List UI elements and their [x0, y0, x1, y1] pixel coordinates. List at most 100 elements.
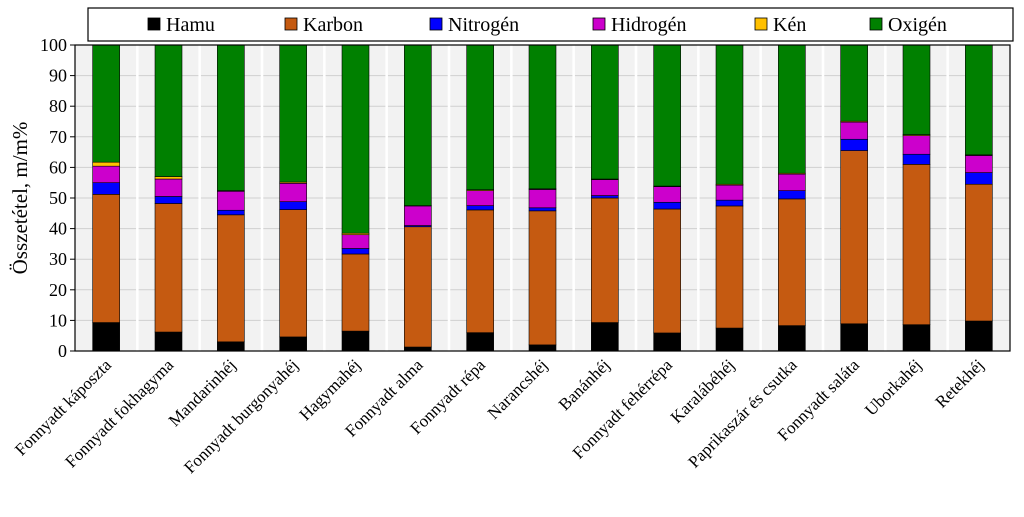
bar-segment	[654, 202, 681, 209]
bar-segment	[965, 155, 992, 172]
bar-stack	[342, 45, 369, 351]
bar-stack	[778, 45, 805, 351]
bar-segment	[654, 333, 681, 351]
legend-label: Oxigén	[888, 14, 947, 36]
bar-stack	[529, 45, 556, 351]
bar-segment	[342, 235, 369, 249]
y-tick-label: 70	[49, 127, 67, 147]
bar-segment	[93, 166, 120, 183]
bar-segment	[342, 331, 369, 351]
bar-segment	[716, 200, 743, 206]
bar-stack	[654, 45, 681, 351]
bar-stack	[716, 45, 743, 351]
bar-segment	[529, 208, 556, 211]
bar-segment	[93, 183, 120, 195]
bar-segment	[903, 45, 930, 135]
bar-segment	[716, 45, 743, 184]
bar-segment	[529, 211, 556, 345]
y-tick-label: 100	[40, 35, 67, 55]
bar-segment	[217, 191, 244, 210]
bar-segment	[778, 191, 805, 199]
bar-segment	[342, 45, 369, 233]
y-axis-label: Összetétel, m/m%	[8, 122, 32, 275]
bar-segment	[155, 204, 182, 333]
bar-segment	[404, 206, 431, 226]
y-tick-label: 30	[49, 249, 67, 269]
bar-segment	[841, 122, 868, 139]
bar-segment	[280, 202, 307, 210]
y-tick-label: 0	[58, 341, 67, 361]
bar-segment	[467, 210, 494, 333]
bar-segment	[93, 194, 120, 322]
y-tick-label: 50	[49, 188, 67, 208]
bar-segment	[155, 45, 182, 177]
bar-stack	[280, 45, 307, 351]
bar-segment	[155, 332, 182, 351]
bar-segment	[591, 180, 618, 196]
bar-stack	[467, 45, 494, 351]
y-tick-label: 80	[49, 96, 67, 116]
bar-segment	[280, 183, 307, 201]
bar-segment	[591, 196, 618, 198]
bar-segment	[654, 209, 681, 333]
bar-segment	[903, 136, 930, 155]
bar-stack	[965, 45, 992, 351]
bar-stack	[155, 45, 182, 351]
y-tick-label: 90	[49, 66, 67, 86]
y-tick-label: 60	[49, 157, 67, 177]
bar-segment	[155, 196, 182, 203]
bar-segment	[217, 210, 244, 215]
bar-segment	[467, 191, 494, 206]
bar-segment	[93, 162, 120, 166]
bar-segment	[280, 337, 307, 351]
x-tick-label: Fonnyadt burgonyahéj	[180, 355, 302, 477]
bar-stack	[591, 45, 618, 351]
y-tick-label: 10	[49, 310, 67, 330]
bar-segment	[529, 189, 556, 207]
bar-segment	[280, 210, 307, 337]
bar-stack	[404, 45, 431, 351]
bar-segment	[529, 45, 556, 189]
legend-label: Nitrogén	[448, 14, 519, 36]
bar-segment	[716, 206, 743, 328]
bar-segment	[591, 45, 618, 179]
bar-segment	[965, 321, 992, 351]
legend-label: Hidrogén	[611, 14, 687, 36]
bar-segment	[716, 185, 743, 200]
legend-swatch	[593, 18, 605, 30]
bar-segment	[965, 45, 992, 155]
bar-segment	[591, 323, 618, 351]
bar-segment	[716, 328, 743, 351]
bar-segment	[93, 323, 120, 351]
y-tick-label: 40	[49, 219, 67, 239]
bar-segment	[155, 177, 182, 179]
x-tick-label: Paprikaszár és csutka	[684, 355, 801, 472]
bar-segment	[404, 45, 431, 206]
bar-segment	[778, 174, 805, 191]
bar-segment	[591, 198, 618, 323]
legend-swatch	[285, 18, 297, 30]
bar-segment	[467, 45, 494, 190]
bar-segment	[342, 254, 369, 331]
legend-swatch	[755, 18, 767, 30]
y-tick-label: 20	[49, 280, 67, 300]
bar-segment	[778, 326, 805, 351]
bar-segment	[155, 179, 182, 196]
bar-segment	[93, 45, 120, 162]
bar-segment	[404, 227, 431, 347]
bar-segment	[342, 248, 369, 254]
bar-segment	[467, 333, 494, 351]
x-tick-label: Retekhéj	[932, 355, 988, 411]
bar-segment	[841, 139, 868, 150]
bar-segment	[654, 45, 681, 186]
legend-swatch	[148, 18, 160, 30]
x-tick-label: Uborkahéj	[861, 355, 925, 419]
bar-segment	[778, 45, 805, 173]
bar-segment	[903, 164, 930, 324]
bar-segment	[280, 45, 307, 182]
bar-segment	[841, 45, 868, 121]
x-tick-label: Fonnyadt fokhagyma	[61, 355, 177, 471]
bar-segment	[841, 151, 868, 324]
